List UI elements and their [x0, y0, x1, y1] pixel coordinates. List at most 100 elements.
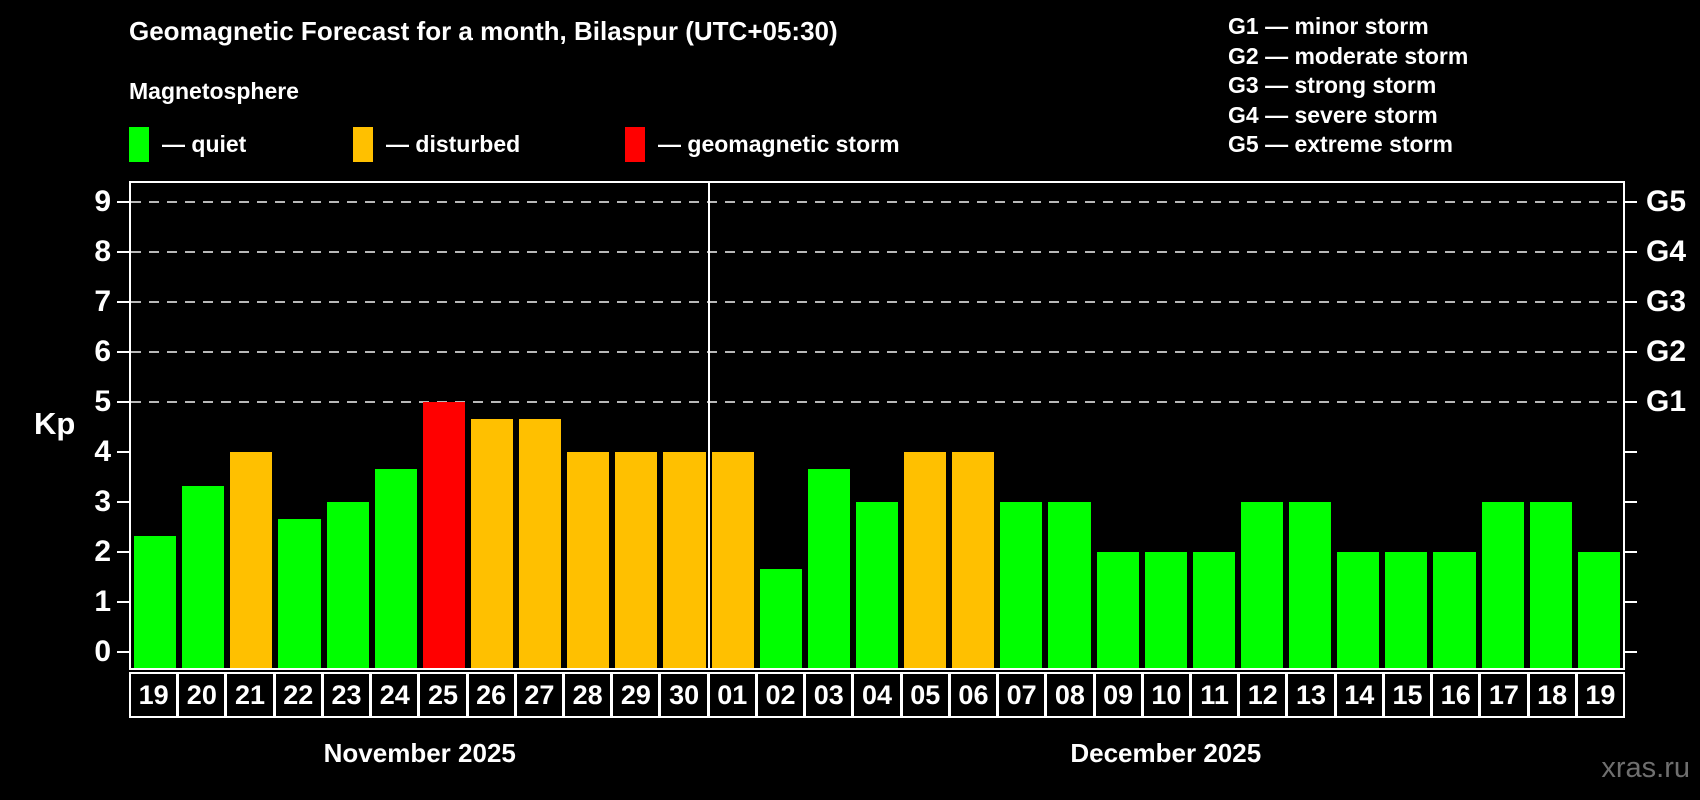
kp-bar [1048, 502, 1091, 668]
y-tick-label: 2 [94, 535, 111, 568]
y-tick-left [117, 551, 129, 553]
kp-bar [1144, 552, 1187, 668]
kp-bar [904, 452, 947, 668]
gridline-kp8 [131, 251, 1623, 253]
day-label: 16 [1433, 674, 1479, 716]
day-label: 06 [950, 674, 997, 716]
kp-bar [567, 452, 610, 668]
y-tick-left [117, 501, 129, 503]
gridline-kp7 [131, 301, 1623, 303]
y-tick-right [1625, 401, 1637, 403]
kp-bar [470, 418, 514, 668]
y-tick-right [1625, 501, 1637, 503]
day-label: 28 [565, 674, 611, 716]
kp-bar [1577, 552, 1620, 668]
g-scale-label: G2 [1646, 335, 1687, 368]
y-tick-label: 6 [94, 335, 111, 368]
magnetosphere-subtitle: Magnetosphere [129, 78, 299, 104]
kp-bar [278, 518, 321, 668]
kp-bar [952, 452, 995, 668]
g4-legend-line: G4 — severe storm [1228, 101, 1438, 128]
kp-bar [759, 568, 802, 668]
day-label: 10 [1143, 674, 1189, 716]
y-tick-right [1625, 251, 1637, 253]
legend-item-quiet: — quiet [129, 124, 246, 164]
day-label: 05 [902, 674, 948, 716]
plot-area [129, 181, 1625, 670]
g-scale-label: G3 [1646, 285, 1687, 318]
y-tick-label: 7 [94, 285, 111, 318]
day-label: 09 [1095, 674, 1141, 716]
g-scale-label: G5 [1646, 185, 1687, 218]
legend-label-storm: — geomagnetic storm [658, 130, 900, 157]
y-tick-left [117, 351, 129, 353]
kp-bar [615, 452, 658, 668]
day-label: 15 [1384, 674, 1431, 716]
y-tick-right [1625, 351, 1637, 353]
day-label: 04 [854, 674, 900, 716]
day-label: 25 [420, 674, 466, 716]
kp-bar [422, 402, 465, 668]
day-label: 24 [372, 674, 418, 716]
kp-bar [1192, 552, 1235, 668]
kp-bar [1240, 502, 1284, 668]
kp-bar [1481, 502, 1524, 668]
y-tick-right [1625, 301, 1637, 303]
day-label: 02 [757, 674, 804, 716]
day-label: 17 [1481, 674, 1527, 716]
day-label: 18 [1529, 674, 1575, 716]
day-label: 23 [323, 674, 370, 716]
y-tick-right [1625, 451, 1637, 453]
legend-label-quiet: — quiet [162, 130, 247, 157]
month-label: December 2025 [1070, 738, 1262, 768]
storm-scale-legend: G1 — minor storm G2 — moderate storm G3 … [1228, 12, 1468, 160]
g3-legend-line: G3 — strong storm [1228, 72, 1437, 98]
y-tick-label: 5 [94, 385, 111, 418]
storm-swatch-icon [625, 126, 645, 162]
kp-bar [1385, 552, 1428, 668]
day-label: 29 [613, 674, 659, 716]
kp-bar [182, 485, 225, 668]
y-tick-right [1625, 551, 1637, 553]
kp-bar [663, 452, 706, 668]
day-label: 14 [1336, 674, 1382, 716]
day-label: 21 [227, 674, 273, 716]
y-tick-label: 9 [94, 185, 111, 218]
day-label: 22 [275, 674, 321, 716]
g-scale-label: G4 [1646, 235, 1687, 268]
legend-item-storm: — geomagnetic storm [625, 124, 900, 164]
kp-bar [855, 502, 899, 668]
day-label: 27 [516, 674, 563, 716]
y-tick-label: 0 [94, 635, 111, 668]
y-tick-right [1625, 651, 1637, 653]
disturbed-swatch-icon [353, 126, 373, 162]
y-tick-left [117, 301, 129, 303]
gridline-kp5 [131, 401, 1623, 403]
day-label: 01 [709, 674, 755, 716]
day-label: 13 [1288, 674, 1334, 716]
month-divider [707, 183, 710, 668]
kp-bar [374, 468, 417, 668]
y-tick-left [117, 251, 129, 253]
day-label: 26 [468, 674, 514, 716]
y-tick-left [117, 601, 129, 603]
day-label: 20 [179, 674, 225, 716]
page-title: Geomagnetic Forecast for a month, Bilasp… [129, 16, 838, 46]
y-tick-label: 4 [94, 435, 111, 468]
day-label: 11 [1191, 674, 1238, 716]
kp-bar [711, 452, 754, 668]
kp-bar [519, 418, 562, 668]
y-tick-label: 8 [94, 235, 111, 268]
y-tick-left [117, 201, 129, 203]
gridline-kp6 [131, 351, 1623, 353]
day-label: 08 [1047, 674, 1093, 716]
y-tick-right [1625, 201, 1637, 203]
gridline-kp9 [131, 201, 1623, 203]
quiet-swatch-icon [129, 126, 149, 162]
y-tick-right [1625, 601, 1637, 603]
legend-item-disturbed: — disturbed [353, 124, 520, 164]
watermark: xras.ru [1601, 752, 1690, 784]
day-label: 19 [131, 674, 177, 716]
g1-legend-line: G1 — minor storm [1228, 13, 1429, 39]
